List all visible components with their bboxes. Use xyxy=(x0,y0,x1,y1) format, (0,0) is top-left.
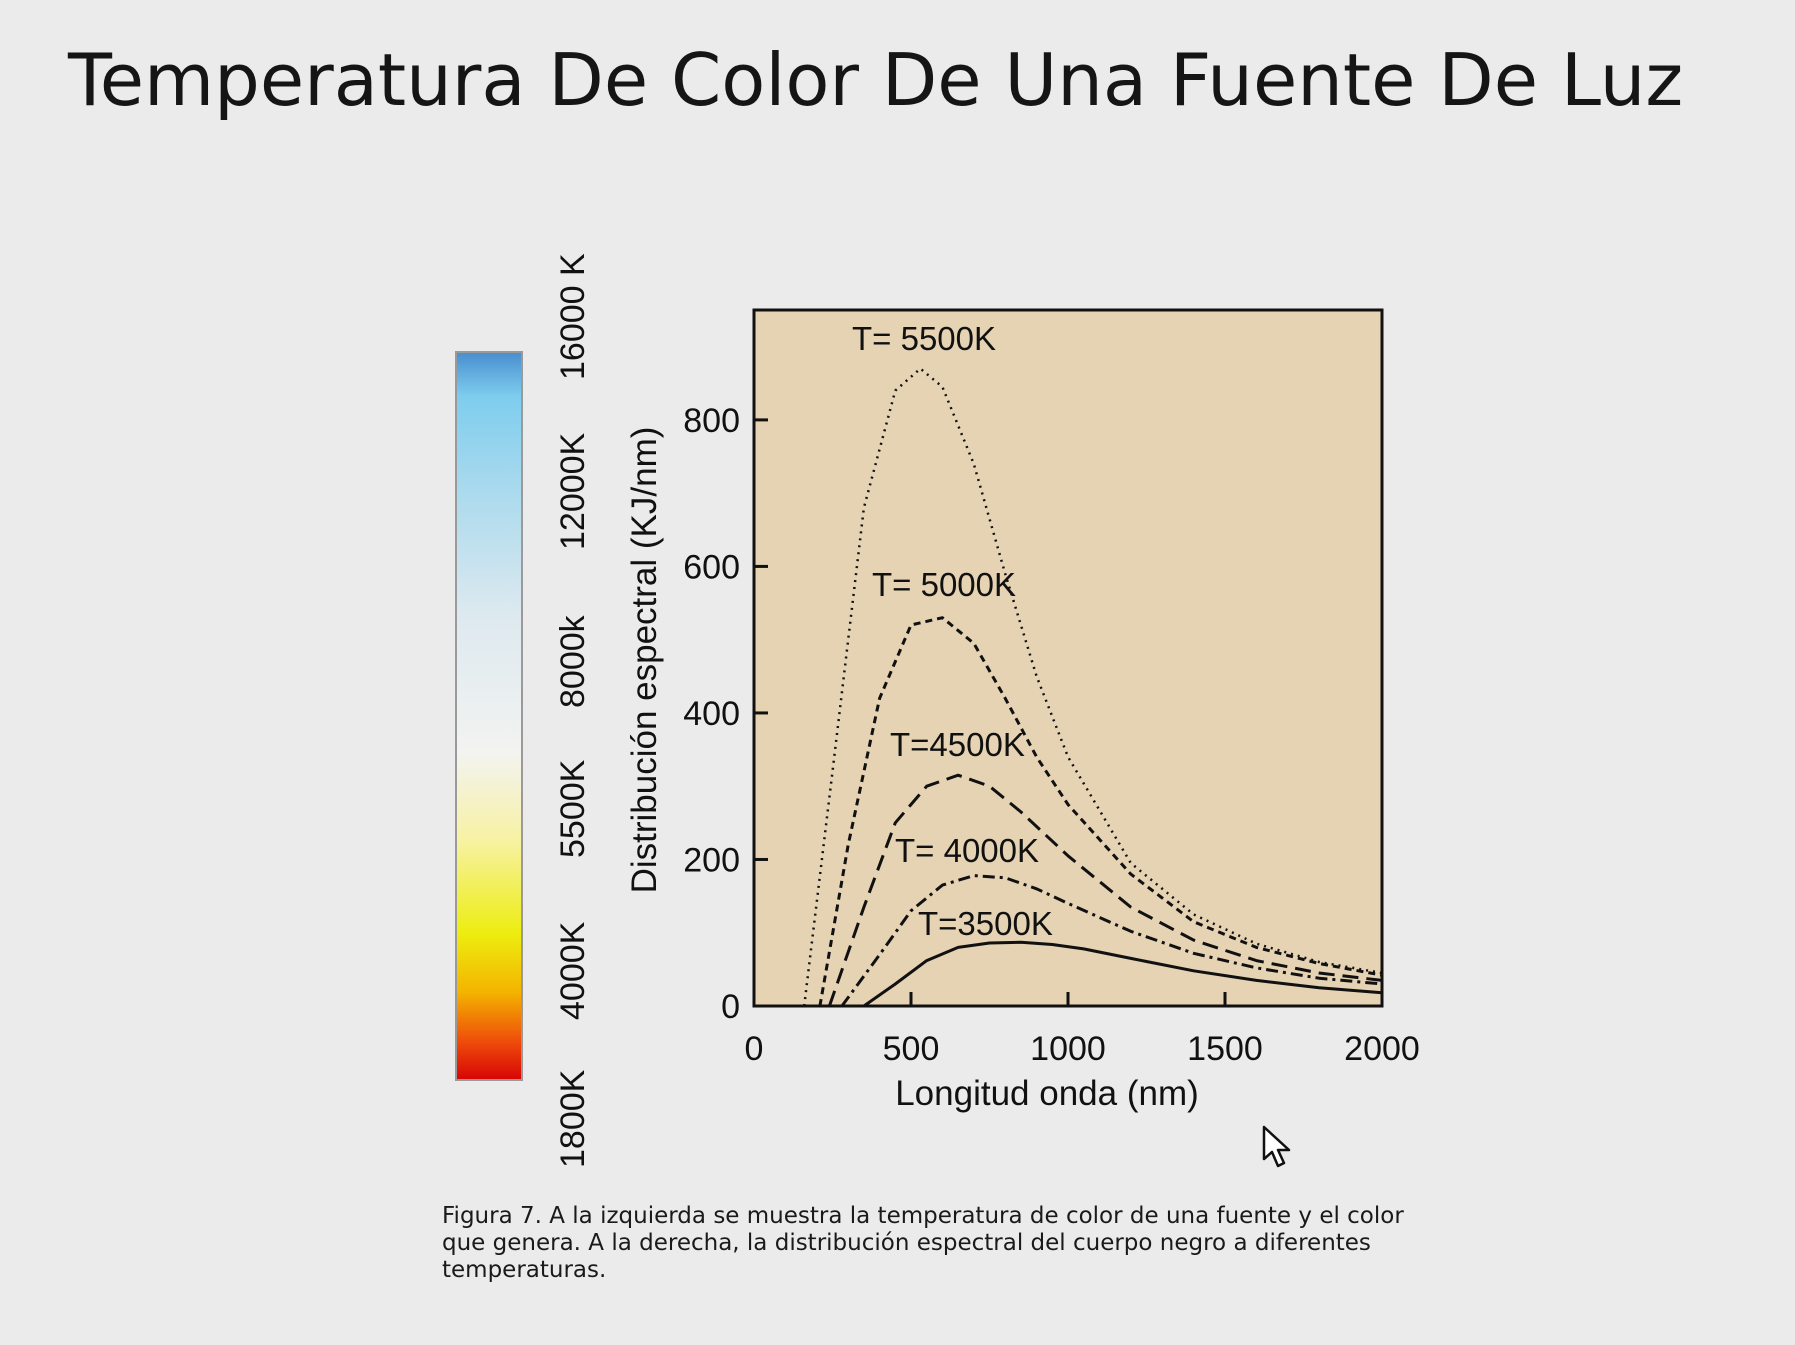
series-label-4: T= 4000K xyxy=(895,832,1039,869)
series-line-4 xyxy=(840,874,1383,1007)
spectral-distribution-chart: 0 500 1000 1500 2000 0 200 400 600 800 Longitud … xyxy=(625,308,1420,1113)
x-tick-label: 0 xyxy=(745,1030,764,1068)
series-label-1: T= 5500K xyxy=(852,320,996,357)
series-labels: T= 5500K T= 5000K T=4500K T= 4000K T=3500K xyxy=(852,320,1053,942)
series-line-2 xyxy=(818,616,1383,1007)
y-tick-label: 600 xyxy=(683,548,740,586)
figure-caption: Figura 7. A la izquierda se muestra la t… xyxy=(442,1203,1404,1283)
x-tick-label: 500 xyxy=(883,1030,940,1068)
mouse-cursor-icon xyxy=(1262,1125,1291,1168)
series-line-5 xyxy=(863,940,1383,1008)
x-axis-title: Longitud onda (nm) xyxy=(895,1074,1199,1113)
color-temperature-bar xyxy=(455,351,523,1081)
series-line-1 xyxy=(802,367,1383,1007)
y-axis: 0 200 400 600 800 xyxy=(683,402,768,1026)
x-tick-label: 1500 xyxy=(1187,1030,1263,1068)
plot-background xyxy=(752,308,1384,1008)
series-line-3 xyxy=(827,773,1383,1007)
x-tick-label: 1000 xyxy=(1030,1030,1106,1068)
y-tick-label: 200 xyxy=(683,841,740,879)
series-label-5: T=3500K xyxy=(918,905,1053,942)
y-axis-title: Distribución espectral (KJ/nm) xyxy=(625,427,664,894)
y-tick-label: 800 xyxy=(683,402,740,440)
y-tick-label: 0 xyxy=(721,988,740,1026)
series-layer xyxy=(802,367,1383,1008)
x-axis: 0 500 1000 1500 2000 xyxy=(745,992,1420,1068)
y-tick-label: 400 xyxy=(683,695,740,733)
x-tick-label: 2000 xyxy=(1344,1030,1420,1068)
series-label-3: T=4500K xyxy=(890,726,1025,763)
slide-title: Temperatura De Color De Una Fuente De Lu… xyxy=(68,38,1684,122)
series-label-2: T= 5000K xyxy=(872,566,1016,603)
